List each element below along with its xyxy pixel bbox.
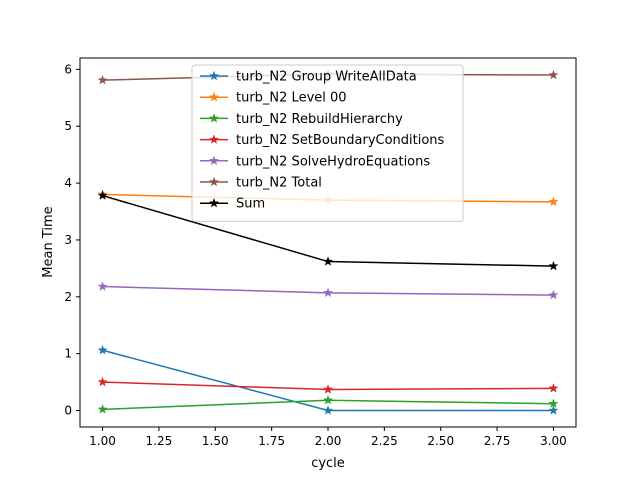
y-tick-label: 6 bbox=[64, 62, 72, 76]
y-tick-label: 1 bbox=[64, 347, 72, 361]
data-point-marker bbox=[548, 260, 559, 271]
legend-label: turb_N2 Total bbox=[236, 176, 322, 191]
legend-label: Sum bbox=[236, 197, 265, 212]
series-4 bbox=[97, 281, 559, 300]
legend-marker bbox=[208, 113, 220, 123]
data-point-marker bbox=[548, 289, 559, 300]
legend-marker bbox=[208, 91, 220, 102]
data-point-marker bbox=[322, 256, 334, 266]
legend-marker bbox=[208, 197, 220, 208]
series-2 bbox=[97, 394, 559, 414]
x-tick-label: 2.75 bbox=[484, 434, 511, 448]
legend-item: turb_N2 Group WriteAllData bbox=[200, 70, 417, 85]
legend-label: turb_N2 SetBoundaryConditions bbox=[236, 133, 445, 148]
y-tick-label: 5 bbox=[64, 119, 72, 133]
data-point-marker bbox=[548, 69, 559, 80]
data-point-marker bbox=[97, 74, 108, 85]
data-point-marker bbox=[548, 398, 559, 409]
legend: turb_N2 Group WriteAllData turb_N2 Level … bbox=[191, 64, 464, 222]
legend-item: turb_N2 RebuildHierarchy bbox=[200, 112, 403, 127]
legend-label: turb_N2 SolveHydroEquations bbox=[236, 154, 430, 169]
data-point-marker bbox=[97, 190, 108, 200]
legend-marker bbox=[208, 176, 220, 187]
data-point-marker bbox=[97, 376, 108, 387]
legend-marker bbox=[208, 155, 220, 166]
legend-item: turb_N2 Total bbox=[200, 176, 322, 191]
x-tick-label: 1.00 bbox=[89, 434, 116, 448]
x-tick-label: 3.00 bbox=[540, 434, 567, 448]
legend-item: turb_N2 SolveHydroEquations bbox=[200, 154, 430, 169]
legend-box bbox=[191, 64, 464, 222]
x-tick-label: 1.50 bbox=[202, 434, 229, 448]
x-tick-label: 2.50 bbox=[427, 434, 454, 448]
x-tick-label: 1.25 bbox=[146, 434, 173, 448]
data-point-marker bbox=[548, 405, 559, 415]
data-point-marker bbox=[322, 287, 334, 298]
series-6 bbox=[97, 190, 559, 271]
series-0 bbox=[97, 344, 559, 415]
legend-item: Sum bbox=[200, 197, 265, 212]
x-tick-label: 1.75 bbox=[258, 434, 285, 448]
legend-marker bbox=[208, 70, 220, 81]
y-tick-label: 2 bbox=[64, 290, 72, 304]
data-point-marker bbox=[97, 344, 108, 355]
legend-label: turb_N2 Group WriteAllData bbox=[236, 70, 417, 85]
data-point-marker bbox=[548, 382, 559, 393]
data-point-marker bbox=[97, 281, 108, 291]
y-tick-label: 4 bbox=[64, 176, 72, 190]
legend-label: turb_N2 RebuildHierarchy bbox=[236, 112, 403, 127]
legend-label: turb_N2 Level 00 bbox=[236, 91, 347, 106]
y-axis-label: Mean Time bbox=[41, 206, 56, 277]
x-tick-label: 2.25 bbox=[371, 434, 398, 448]
x-tick-label: 2.00 bbox=[315, 434, 342, 448]
legend-item: turb_N2 Level 00 bbox=[200, 91, 347, 106]
y-tick-label: 0 bbox=[64, 404, 72, 418]
x-axis-label: cycle bbox=[311, 456, 345, 471]
data-point-marker bbox=[548, 196, 559, 207]
data-point-marker bbox=[322, 384, 334, 394]
y-axis-ticks: 0 1 2 3 4 5 6 bbox=[64, 62, 80, 418]
series-3 bbox=[97, 376, 559, 394]
legend-marker bbox=[208, 134, 220, 144]
data-point-marker bbox=[97, 404, 108, 414]
data-point-marker bbox=[322, 394, 334, 405]
legend-item: turb_N2 SetBoundaryConditions bbox=[200, 133, 445, 148]
y-tick-label: 3 bbox=[64, 233, 72, 247]
data-point-marker bbox=[322, 405, 334, 415]
x-axis-ticks: 1.00 1.25 1.50 1.75 2.00 2.25 2.50 2.75 3.00 bbox=[89, 427, 567, 448]
